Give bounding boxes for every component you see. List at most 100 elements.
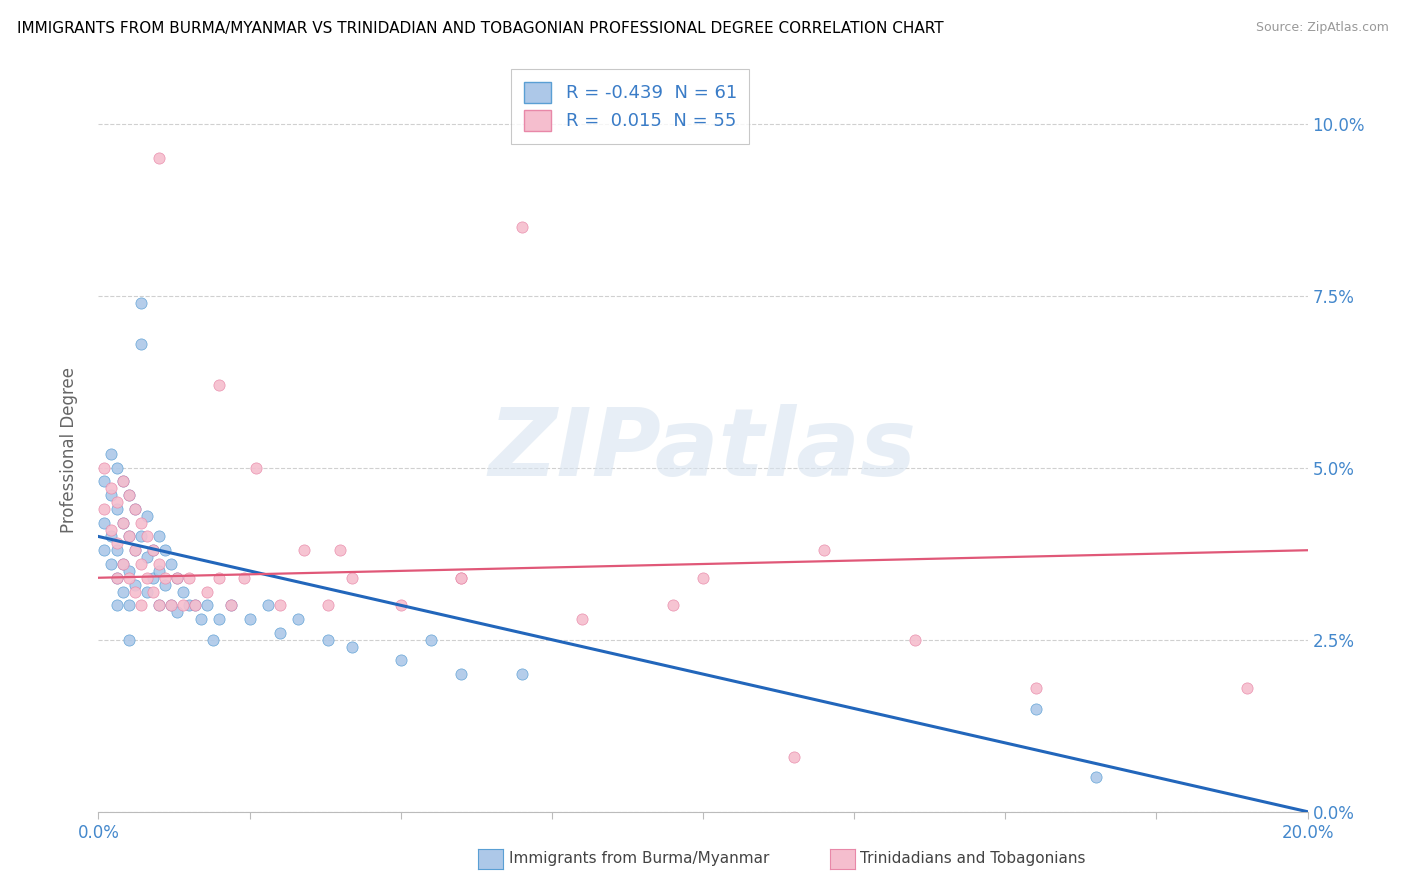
Point <box>316 632 339 647</box>
Point <box>118 529 141 543</box>
Point <box>129 295 152 310</box>
Point <box>172 599 194 613</box>
Point <box>153 571 176 585</box>
Point <box>692 571 714 585</box>
Point <box>148 557 170 571</box>
Point <box>148 599 170 613</box>
Point <box>148 529 170 543</box>
Point <box>100 529 122 543</box>
Point <box>316 599 339 613</box>
Point <box>93 516 115 530</box>
Point <box>135 584 157 599</box>
Point <box>118 599 141 613</box>
Point <box>105 571 128 585</box>
Point <box>179 571 201 585</box>
Point <box>208 571 231 585</box>
Point <box>142 543 165 558</box>
Point <box>124 584 146 599</box>
Point <box>172 584 194 599</box>
Point <box>221 599 243 613</box>
Point <box>208 378 231 392</box>
Point <box>269 625 291 640</box>
Point <box>105 571 128 585</box>
Point <box>195 599 218 613</box>
Point <box>111 557 134 571</box>
Point <box>124 502 146 516</box>
Point <box>904 632 927 647</box>
Point <box>148 151 170 165</box>
Point <box>287 612 309 626</box>
Point <box>1024 701 1046 715</box>
Y-axis label: Professional Degree: Professional Degree <box>59 368 77 533</box>
Point <box>124 577 146 591</box>
Point <box>202 632 225 647</box>
Point <box>105 599 128 613</box>
Point <box>129 529 152 543</box>
Point <box>100 557 122 571</box>
Point <box>135 529 157 543</box>
Point <box>105 460 128 475</box>
Point <box>190 612 212 626</box>
Point <box>166 605 188 619</box>
Point <box>93 543 115 558</box>
Point <box>135 571 157 585</box>
Point <box>239 612 262 626</box>
Point <box>160 557 183 571</box>
Point <box>118 564 141 578</box>
Point <box>450 571 472 585</box>
Text: IMMIGRANTS FROM BURMA/MYANMAR VS TRINIDADIAN AND TOBAGONIAN PROFESSIONAL DEGREE : IMMIGRANTS FROM BURMA/MYANMAR VS TRINIDA… <box>17 21 943 36</box>
Point <box>118 488 141 502</box>
Point <box>118 488 141 502</box>
Text: ZIPatlas: ZIPatlas <box>489 404 917 497</box>
Point <box>184 599 207 613</box>
Point <box>100 523 122 537</box>
Point <box>160 599 183 613</box>
Point <box>100 488 122 502</box>
Point <box>111 584 134 599</box>
Point <box>148 599 170 613</box>
Point <box>124 543 146 558</box>
Point <box>1236 681 1258 695</box>
Point <box>342 571 364 585</box>
Point <box>135 550 157 565</box>
Point <box>118 632 141 647</box>
Point <box>783 749 806 764</box>
Point <box>100 481 122 495</box>
Point <box>450 667 472 681</box>
Point <box>129 557 152 571</box>
Point <box>389 653 412 667</box>
Point <box>135 508 157 523</box>
Point <box>111 557 134 571</box>
Point <box>100 447 122 461</box>
Text: Trinidadians and Tobagonians: Trinidadians and Tobagonians <box>860 852 1085 866</box>
Point <box>142 571 165 585</box>
Point <box>1024 681 1046 695</box>
Point <box>292 543 315 558</box>
Point <box>813 543 835 558</box>
Text: Immigrants from Burma/Myanmar: Immigrants from Burma/Myanmar <box>509 852 769 866</box>
Point <box>661 599 683 613</box>
Point <box>245 460 267 475</box>
Point <box>510 667 533 681</box>
Point <box>153 543 176 558</box>
Point <box>129 516 152 530</box>
Point <box>105 543 128 558</box>
Point <box>166 571 188 585</box>
Point <box>329 543 352 558</box>
Point <box>118 571 141 585</box>
Point <box>129 336 152 351</box>
Point <box>179 599 201 613</box>
Point <box>111 475 134 489</box>
Point <box>148 564 170 578</box>
Point <box>195 584 218 599</box>
Point <box>160 599 183 613</box>
Point <box>118 529 141 543</box>
Point <box>208 612 231 626</box>
Point <box>232 571 254 585</box>
Point <box>93 475 115 489</box>
Point <box>129 599 152 613</box>
Point <box>111 516 134 530</box>
Point <box>111 516 134 530</box>
Point <box>142 584 165 599</box>
Point <box>105 495 128 509</box>
